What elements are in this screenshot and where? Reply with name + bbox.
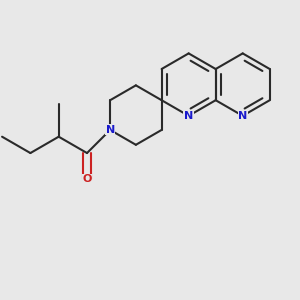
Text: O: O: [82, 174, 92, 184]
Text: N: N: [184, 111, 193, 121]
Text: N: N: [106, 125, 115, 135]
Text: N: N: [238, 111, 247, 121]
